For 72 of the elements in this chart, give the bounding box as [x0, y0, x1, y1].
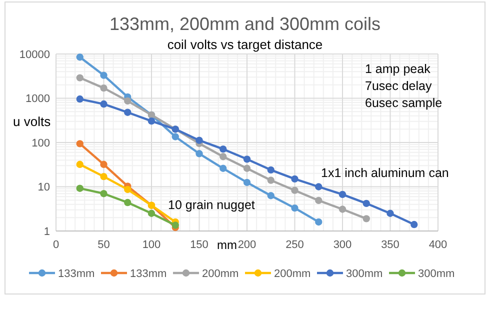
y-tick-label: 1000 [26, 93, 50, 106]
point [100, 72, 108, 79]
point [124, 186, 132, 194]
legend-label: 133mm [130, 268, 167, 280]
annotation: 6usec sample [365, 96, 442, 110]
point [76, 95, 84, 103]
annotation: 10 grain nugget [168, 198, 256, 212]
legend-label: 200mm [274, 268, 311, 280]
point [76, 140, 84, 148]
point [220, 145, 227, 153]
point [220, 164, 227, 172]
x-tick-label: 100 [142, 239, 161, 251]
point [338, 190, 346, 198]
point [291, 175, 298, 183]
legend-label: 200mm [202, 268, 239, 280]
point [100, 100, 108, 108]
point [124, 97, 132, 105]
annotation: 7usec delay [365, 79, 432, 93]
point [291, 204, 298, 212]
point [338, 206, 346, 213]
chart-subtitle: coil volts vs target distance [167, 37, 323, 52]
point [76, 160, 84, 168]
x-tick-label: 200 [238, 239, 256, 251]
point [100, 84, 108, 92]
point [172, 133, 179, 140]
annotation: 1x1 inch aluminum can [321, 166, 449, 180]
x-tick-label: 0 [52, 239, 60, 251]
chart-title: 133mm, 200mm and 300mm coils [109, 14, 381, 34]
point [148, 210, 156, 217]
point [196, 150, 203, 158]
point [267, 192, 274, 200]
legend-label: 300mm [346, 268, 383, 280]
x-tick-label: 400 [428, 239, 448, 251]
point [76, 54, 84, 61]
point [386, 210, 394, 217]
point [267, 166, 274, 174]
legend-label: 300mm [418, 268, 455, 280]
point [410, 220, 418, 228]
y-tick-label: 10000 [19, 48, 50, 61]
point [196, 136, 203, 144]
point [315, 196, 322, 204]
y-tick-label: 10 [38, 182, 50, 194]
point [148, 117, 156, 125]
point [243, 178, 251, 186]
point [362, 200, 370, 208]
x-tick-label: 50 [98, 239, 110, 251]
point [124, 108, 132, 116]
point [362, 215, 370, 222]
x-tick-label: 150 [190, 239, 208, 251]
point [100, 190, 108, 198]
point [124, 198, 132, 206]
point [315, 218, 322, 226]
x-axis-title: mm [217, 238, 237, 252]
point [220, 153, 227, 160]
y-tick-label: 1 [44, 226, 50, 238]
y-tick-label: 100 [32, 137, 50, 150]
point [243, 156, 251, 163]
y-axis-title: u volts [13, 114, 52, 129]
point [291, 186, 298, 194]
point [172, 222, 179, 229]
point [267, 176, 274, 184]
annotation: 1 amp peak [365, 62, 432, 76]
point [76, 74, 84, 82]
point [315, 183, 322, 190]
point [100, 160, 108, 168]
x-tick-label: 250 [286, 239, 304, 251]
point [243, 164, 251, 172]
x-tick-label: 300 [333, 239, 352, 251]
point [76, 184, 84, 192]
x-tick-label: 350 [381, 239, 400, 251]
legend-label: 133mm [58, 268, 95, 280]
point [100, 172, 108, 180]
